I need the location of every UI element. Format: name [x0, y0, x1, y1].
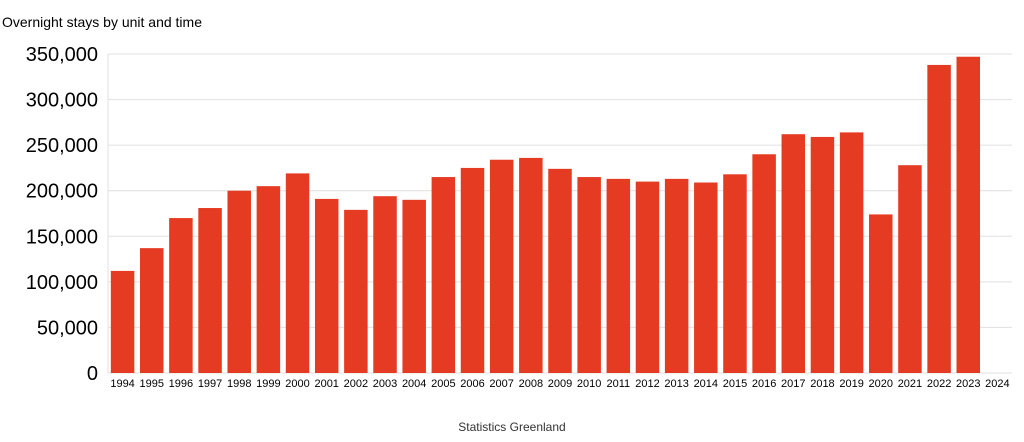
bar-2008[interactable] — [519, 157, 543, 373]
bar-2009[interactable] — [548, 168, 572, 373]
bar-2006[interactable] — [460, 167, 485, 373]
chart-title: Overnight stays by unit and time — [2, 14, 202, 30]
x-tick-label: 1994 — [110, 378, 134, 390]
x-tick-label: 2005 — [431, 378, 455, 390]
bar-2023[interactable] — [956, 56, 981, 374]
bar-2010[interactable] — [577, 177, 601, 373]
bar-2011[interactable] — [606, 178, 631, 373]
x-tick-label: 2021 — [898, 378, 922, 390]
x-tick-label: 2002 — [344, 378, 368, 390]
y-axis-labels: 0 50,000 100,000 150,000 200,000 250,000 300,0… — [26, 44, 98, 385]
bar-2000[interactable] — [285, 173, 310, 373]
y-tick-label: 250,000 — [26, 135, 98, 157]
bar-1997[interactable] — [198, 208, 222, 373]
x-tick-label: 2012 — [635, 378, 659, 390]
x-tick-label: 2003 — [373, 378, 397, 390]
bar-2014[interactable] — [694, 182, 718, 373]
x-tick-label: 1995 — [139, 378, 163, 390]
bar-2005[interactable] — [431, 177, 456, 373]
x-tick-label: 1998 — [227, 378, 251, 390]
bars — [110, 56, 981, 374]
y-tick-label: 350,000 — [26, 44, 98, 66]
bar-2007[interactable] — [489, 159, 514, 373]
y-tick-label: 200,000 — [26, 181, 98, 203]
x-tick-label: 2024 — [985, 378, 1009, 390]
x-tick-label: 2000 — [285, 378, 309, 390]
bar-1999[interactable] — [256, 186, 281, 373]
x-tick-label: 2023 — [956, 378, 980, 390]
bar-2012[interactable] — [635, 181, 660, 373]
bar-2001[interactable] — [314, 198, 339, 373]
bar-2020[interactable] — [869, 214, 893, 373]
y-tick-label: 300,000 — [26, 90, 98, 112]
bar-2015[interactable] — [723, 174, 747, 373]
x-tick-label: 2006 — [460, 378, 484, 390]
bar-1998[interactable] — [227, 190, 251, 373]
bar-2017[interactable] — [781, 134, 806, 373]
y-tick-label: 100,000 — [26, 272, 98, 294]
x-tick-label: 2011 — [606, 378, 630, 390]
x-tick-label: 2007 — [489, 378, 513, 390]
bar-2013[interactable] — [664, 178, 689, 373]
x-tick-label: 1997 — [198, 378, 222, 390]
x-tick-label: 2010 — [577, 378, 601, 390]
x-tick-label: 2016 — [752, 378, 776, 390]
bar-2002[interactable] — [344, 209, 368, 373]
x-axis-labels: 1994 1995 1996 1997 1998 1999 2000 2001 2002 2003… — [110, 378, 1009, 390]
x-tick-label: 2019 — [839, 378, 863, 390]
x-tick-label: 2018 — [810, 378, 834, 390]
bar-2019[interactable] — [839, 132, 864, 373]
x-tick-label: 2014 — [694, 378, 718, 390]
x-tick-label: 2020 — [869, 378, 893, 390]
bar-1996[interactable] — [169, 218, 193, 373]
y-tick-label: 150,000 — [26, 226, 98, 248]
x-tick-label: 1999 — [256, 378, 280, 390]
bar-2016[interactable] — [752, 154, 776, 373]
x-tick-label: 2001 — [314, 378, 338, 390]
x-tick-label: 2015 — [723, 378, 747, 390]
bar-2003[interactable] — [373, 196, 397, 373]
x-tick-label: 2008 — [519, 378, 543, 390]
bar-chart: 0 50,000 100,000 150,000 200,000 250,000 300,0… — [26, 44, 1012, 390]
bar-2022[interactable] — [927, 64, 951, 374]
x-tick-label: 1996 — [169, 378, 193, 390]
x-tick-label: 2022 — [927, 378, 951, 390]
bar-2021[interactable] — [898, 165, 922, 373]
bar-2004[interactable] — [402, 199, 426, 373]
bar-2018[interactable] — [810, 136, 835, 373]
bar-1994[interactable] — [110, 270, 135, 373]
y-tick-label: 50,000 — [37, 317, 98, 339]
source-credit: Statistics Greenland — [458, 420, 566, 434]
bar-1995[interactable] — [139, 248, 164, 373]
x-tick-label: 2009 — [548, 378, 572, 390]
y-tick-label: 0 — [87, 363, 98, 385]
x-tick-label: 2017 — [781, 378, 805, 390]
x-tick-label: 2004 — [402, 378, 426, 390]
x-tick-label: 2013 — [664, 378, 688, 390]
